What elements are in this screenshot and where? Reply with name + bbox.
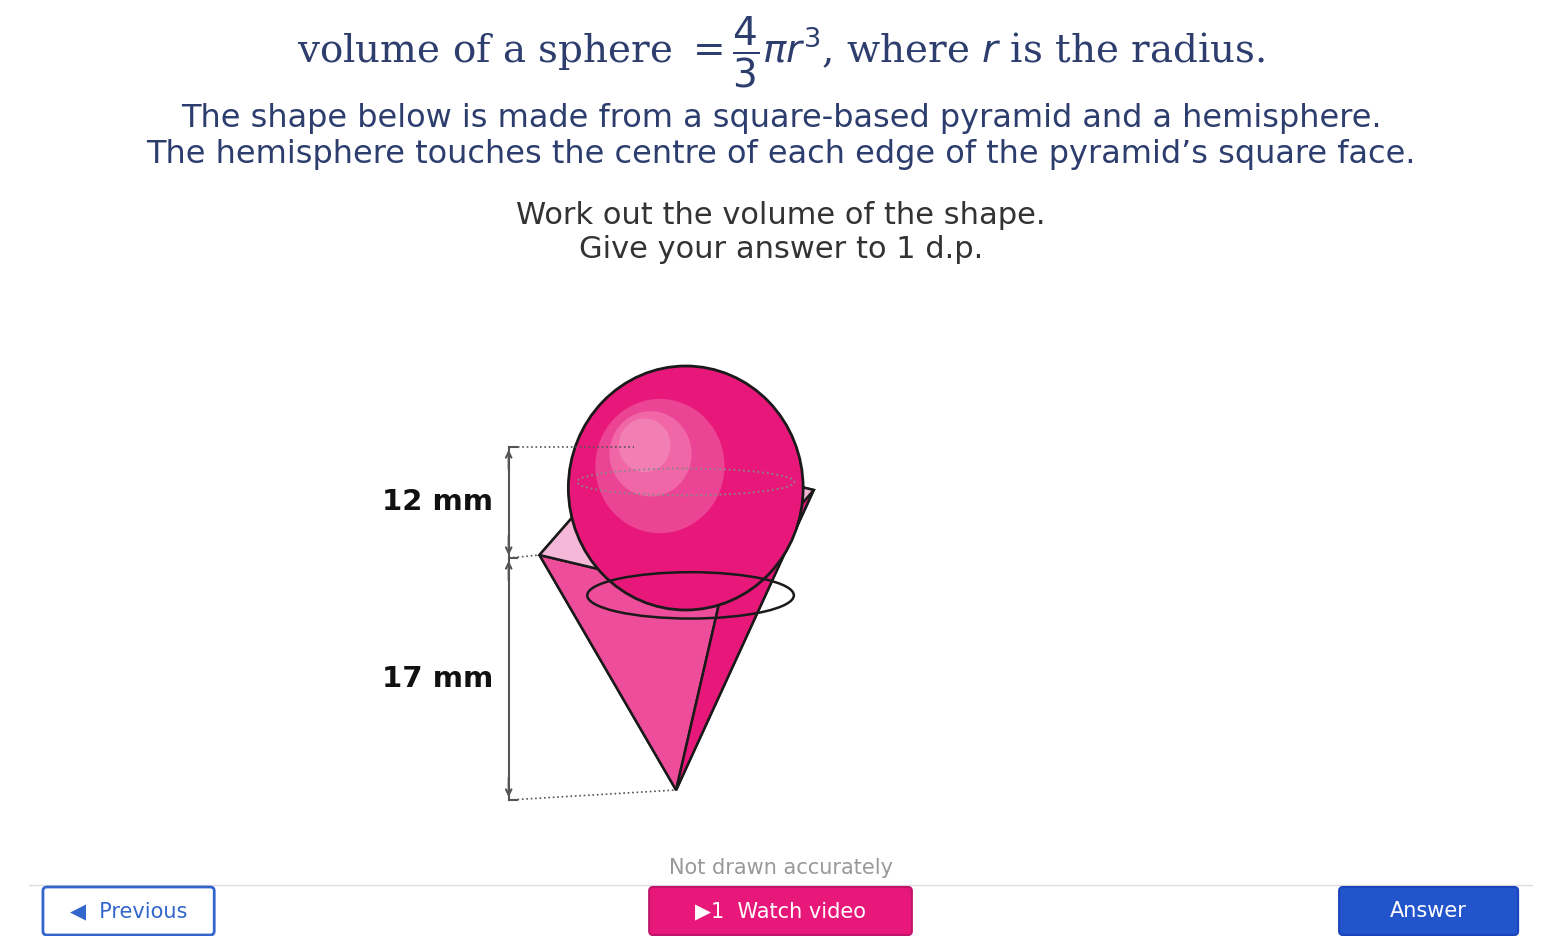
Text: Work out the volume of the shape.: Work out the volume of the shape. [517, 200, 1045, 229]
Text: Answer: Answer [1390, 901, 1467, 921]
Polygon shape [539, 447, 814, 598]
Text: Not drawn accurately: Not drawn accurately [669, 858, 893, 878]
Text: ◀  Previous: ◀ Previous [70, 901, 187, 921]
Polygon shape [539, 447, 676, 790]
Polygon shape [539, 555, 720, 790]
Circle shape [609, 411, 692, 496]
Text: The hemisphere touches the centre of each edge of the pyramid’s square face.: The hemisphere touches the centre of eac… [147, 139, 1415, 170]
Polygon shape [676, 490, 814, 790]
FancyBboxPatch shape [1339, 887, 1518, 935]
FancyBboxPatch shape [650, 887, 912, 935]
Text: volume of a sphere $= \dfrac{4}{3}\pi r^3$, where $r$ is the radius.: volume of a sphere $= \dfrac{4}{3}\pi r^… [297, 14, 1265, 90]
Text: The shape below is made from a square-based pyramid and a hemisphere.: The shape below is made from a square-ba… [181, 103, 1381, 134]
Text: 12 mm: 12 mm [383, 489, 494, 517]
Text: Give your answer to 1 d.p.: Give your answer to 1 d.p. [580, 236, 982, 265]
Text: ▶1  Watch video: ▶1 Watch video [695, 901, 865, 921]
Circle shape [595, 399, 725, 534]
Polygon shape [634, 447, 814, 790]
Text: 17 mm: 17 mm [383, 665, 494, 693]
FancyBboxPatch shape [42, 887, 214, 935]
Circle shape [619, 418, 670, 472]
Circle shape [569, 366, 803, 610]
